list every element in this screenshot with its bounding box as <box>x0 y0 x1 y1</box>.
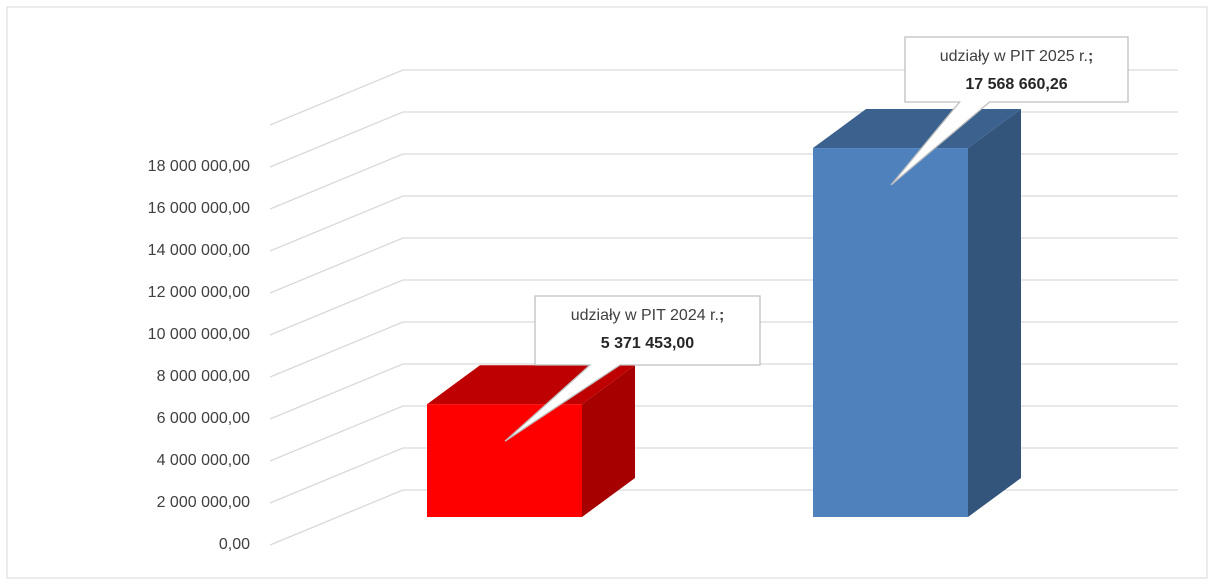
y-tick-label: 6 000 000,00 <box>157 410 251 427</box>
y-tick-label: 16 000 000,00 <box>148 200 250 217</box>
y-tick-label: 8 000 000,00 <box>157 368 251 385</box>
y-tick-label: 0,00 <box>219 536 250 553</box>
bar-front <box>427 404 582 517</box>
data-label-category: udziały w PIT 2024 r.; <box>571 307 725 324</box>
y-tick-label: 12 000 000,00 <box>148 284 250 301</box>
data-label-value: 17 568 660,26 <box>965 76 1067 93</box>
bar <box>427 365 635 517</box>
y-tick-label: 2 000 000,00 <box>157 494 251 511</box>
data-label-separator: ; <box>1088 48 1093 65</box>
bar-side <box>582 365 635 517</box>
data-label-separator: ; <box>719 307 724 324</box>
y-tick-label: 10 000 000,00 <box>148 326 250 343</box>
y-tick-label: 14 000 000,00 <box>148 242 250 259</box>
data-label-value: 5 371 453,00 <box>601 335 695 352</box>
data-label-category-text: udziały w PIT 2024 r. <box>571 307 719 324</box>
data-label-callout <box>504 295 761 442</box>
y-tick-label: 4 000 000,00 <box>157 452 251 469</box>
y-tick-label: 18 000 000,00 <box>148 158 250 175</box>
data-label-category: udziały w PIT 2025 r.; <box>940 48 1094 65</box>
bar-front <box>813 148 968 517</box>
data-label-callout <box>890 36 1129 186</box>
bar-side <box>968 109 1021 517</box>
data-label-category-text: udziały w PIT 2025 r. <box>940 48 1088 65</box>
bar <box>813 109 1021 517</box>
